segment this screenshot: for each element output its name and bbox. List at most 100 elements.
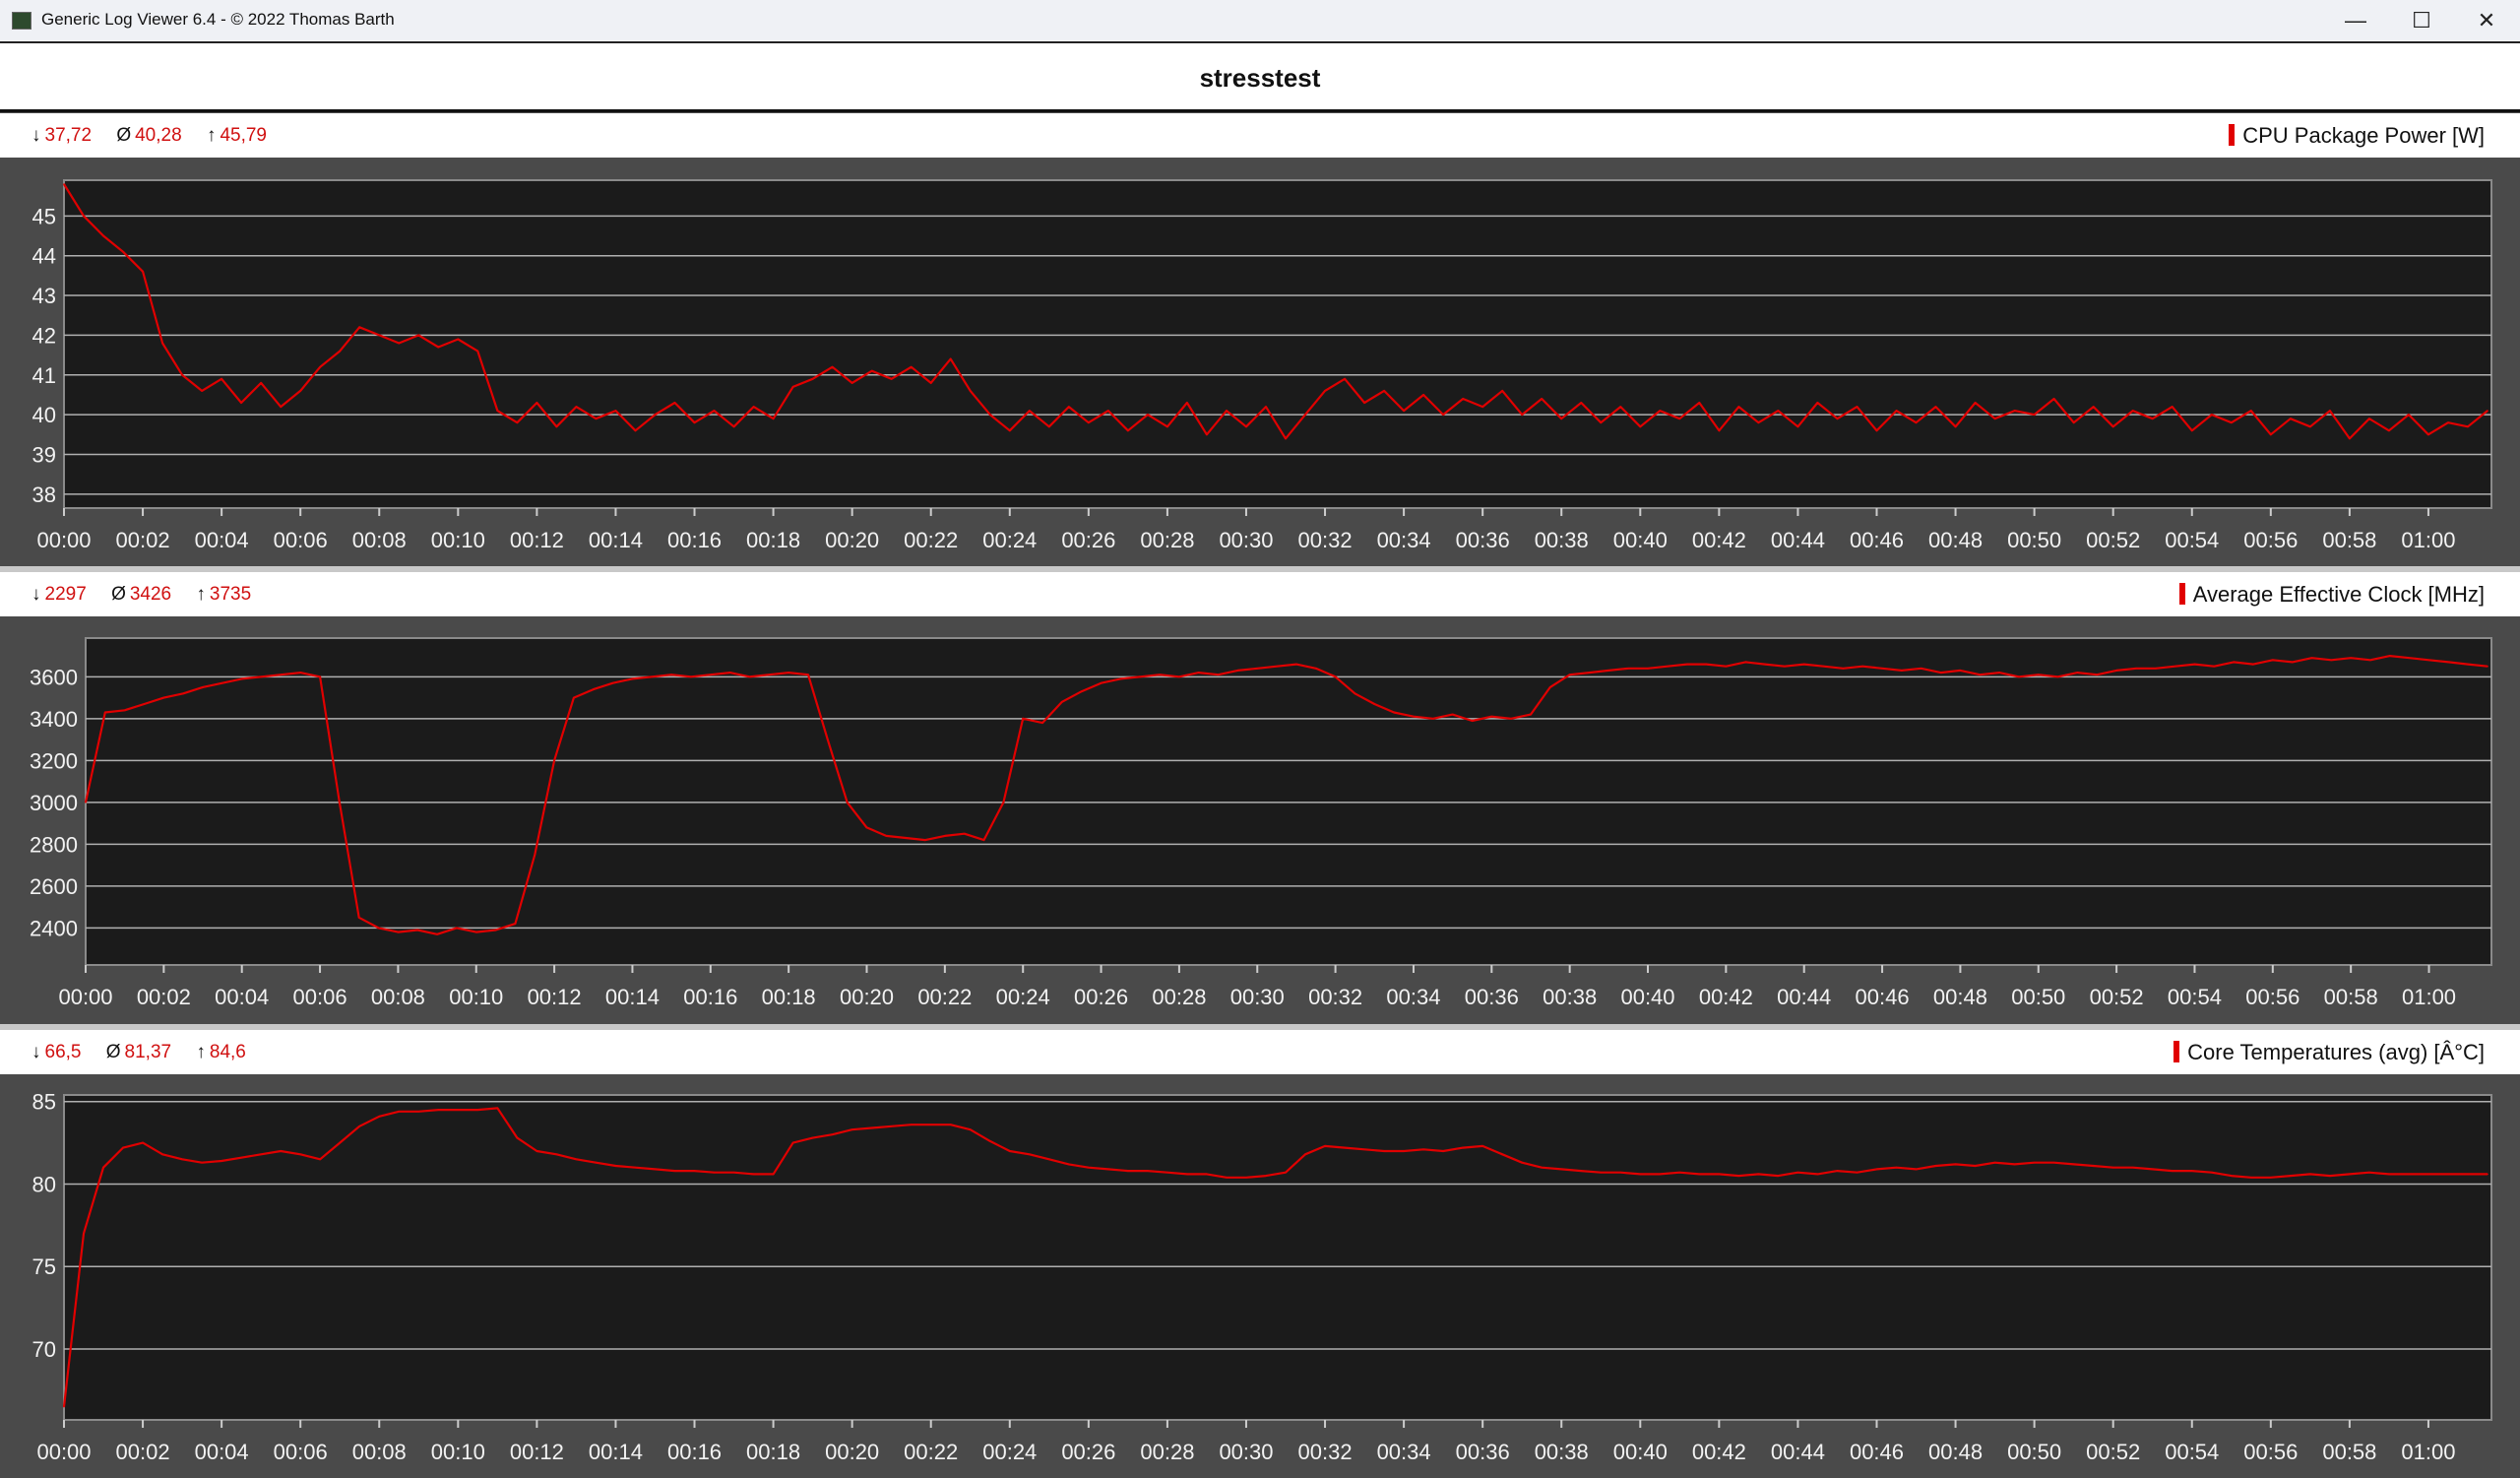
- x-tick-label: 00:30: [1230, 985, 1285, 1009]
- legend-swatch: [2229, 124, 2236, 146]
- data-point: [377, 927, 380, 930]
- data-point: [2349, 1173, 2351, 1176]
- data-point: [1619, 1171, 1622, 1174]
- data-point: [1442, 1150, 1444, 1152]
- data-point: [1777, 410, 1780, 412]
- x-tick-label: 00:32: [1298, 528, 1353, 552]
- x-tick-label: 00:54: [2168, 985, 2222, 1009]
- data-point: [2171, 1170, 2174, 1172]
- panel-separator[interactable]: [0, 1024, 2520, 1030]
- data-point: [1442, 414, 1444, 416]
- data-point: [2309, 1173, 2311, 1176]
- x-tick-label: 00:02: [137, 985, 191, 1009]
- data-point: [1901, 670, 1903, 672]
- close-button[interactable]: ✕: [2477, 8, 2496, 32]
- x-tick-label: 00:30: [1219, 1440, 1273, 1464]
- data-point: [1875, 429, 1878, 432]
- data-point: [1639, 1173, 1642, 1176]
- data-point: [2389, 655, 2391, 657]
- data-point: [1698, 1173, 1701, 1176]
- x-tick-label: 00:08: [352, 1440, 407, 1464]
- data-point: [1159, 674, 1161, 675]
- data-point: [710, 674, 712, 675]
- data-point: [2052, 1161, 2055, 1164]
- data-point: [553, 759, 555, 762]
- data-point: [202, 686, 204, 688]
- data-point: [2174, 665, 2176, 668]
- data-point: [1600, 421, 1603, 424]
- data-point: [634, 429, 637, 432]
- x-tick-label: 00:18: [762, 985, 816, 1009]
- data-point: [890, 1125, 893, 1127]
- data-point: [2056, 675, 2059, 678]
- x-tick-label: 00:46: [1856, 985, 1910, 1009]
- data-point: [2467, 1173, 2469, 1176]
- legend-label: Core Temperatures (avg) [Â°C]: [2187, 1040, 2485, 1064]
- stat-min: 66,5: [44, 1042, 82, 1062]
- data-point: [1757, 1173, 1760, 1176]
- data-point: [2252, 663, 2254, 666]
- data-point: [516, 1136, 519, 1139]
- data-point: [1147, 414, 1149, 416]
- data-point: [791, 386, 794, 388]
- x-tick-label: 00:34: [1386, 985, 1440, 1009]
- data-point: [161, 1153, 163, 1156]
- stat-min: 2297: [44, 584, 87, 605]
- x-tick-label: 00:44: [1777, 985, 1831, 1009]
- data-point: [1285, 1171, 1287, 1174]
- data-point: [846, 802, 849, 803]
- data-point: [2330, 659, 2333, 662]
- data-point: [2135, 668, 2137, 670]
- data-point: [555, 1153, 558, 1156]
- data-point: [1236, 670, 1239, 672]
- data-point: [827, 739, 829, 740]
- data-point: [1481, 1145, 1483, 1147]
- data-point: [752, 406, 755, 408]
- data-point: [611, 681, 614, 684]
- data-point: [2190, 1170, 2193, 1172]
- x-tick-label: 00:04: [195, 1440, 249, 1464]
- panel-header: ↓ 2297 Ø 3426 ↑ 3735 Average Effective Cloc…: [0, 572, 2520, 616]
- x-tick-label: 00:12: [510, 528, 564, 552]
- data-point: [555, 425, 558, 428]
- data-point: [1022, 718, 1025, 720]
- legend-entry[interactable]: CPU Package Power [W]: [2229, 123, 2485, 149]
- data-point: [1659, 1173, 1662, 1176]
- data-point: [2072, 1163, 2075, 1166]
- stats-readout: ↓ 37,72 Ø 40,28 ↑ 45,79: [32, 125, 286, 147]
- legend-entry[interactable]: Average Effective Clock [MHz]: [2178, 582, 2485, 608]
- data-point: [1816, 402, 1819, 404]
- data-point: [1068, 406, 1070, 408]
- stats-readout: ↓ 2297 Ø 3426 ↑ 3735: [32, 584, 271, 606]
- data-point: [1363, 1148, 1365, 1151]
- legend-label: Average Effective Clock [MHz]: [2192, 582, 2485, 607]
- data-point: [496, 410, 499, 412]
- stat-avg: 81,37: [124, 1042, 172, 1062]
- data-point: [1324, 1145, 1326, 1147]
- maximize-button[interactable]: ☐: [2412, 8, 2431, 32]
- data-point: [1080, 690, 1083, 692]
- panel-separator[interactable]: [0, 566, 2520, 572]
- data-point: [2052, 398, 2055, 400]
- data-point: [988, 414, 991, 416]
- data-point: [1028, 1153, 1031, 1156]
- legend-entry[interactable]: Core Temperatures (avg) [Â°C]: [2174, 1040, 2485, 1065]
- x-tick-label: 00:36: [1465, 985, 1519, 1009]
- x-tick-label: 00:08: [352, 528, 407, 552]
- data-point: [982, 839, 985, 841]
- x-tick-label: 00:46: [1850, 1440, 1904, 1464]
- data-point: [2072, 421, 2075, 424]
- data-point: [573, 696, 575, 699]
- x-tick-label: 00:32: [1308, 985, 1362, 1009]
- plot-area: [85, 637, 2492, 966]
- data-point: [1048, 425, 1050, 428]
- data-point: [339, 802, 341, 803]
- data-point: [1856, 406, 1858, 408]
- data-point: [2213, 665, 2216, 668]
- data-point: [240, 677, 243, 680]
- data-point: [1265, 406, 1267, 408]
- data-point: [2427, 1173, 2429, 1176]
- data-point: [2092, 1165, 2095, 1167]
- data-point: [1403, 410, 1405, 412]
- minimize-button[interactable]: —: [2345, 8, 2366, 32]
